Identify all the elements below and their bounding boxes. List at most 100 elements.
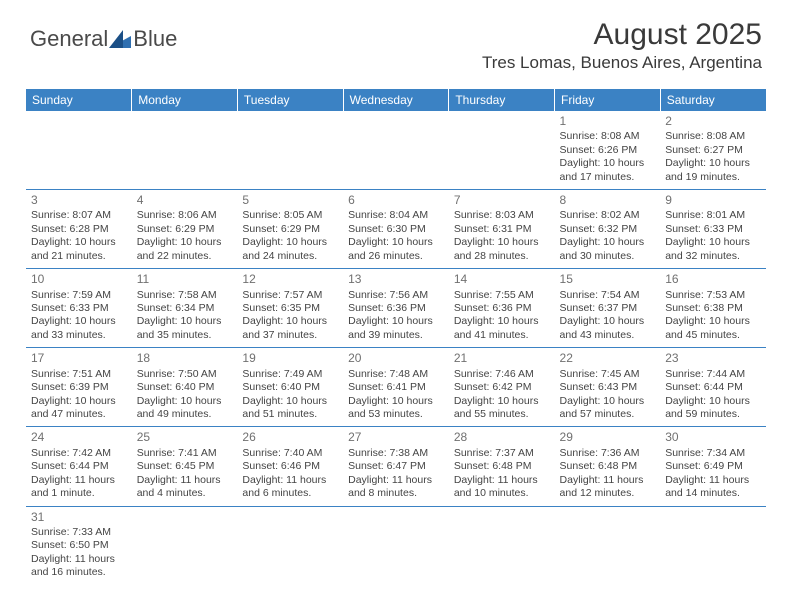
calendar-cell: 17Sunrise: 7:51 AMSunset: 6:39 PMDayligh… — [26, 348, 132, 427]
day-number: 15 — [560, 272, 656, 287]
day-detail: Sunrise: 7:49 AM — [242, 368, 338, 381]
calendar-cell — [237, 506, 343, 585]
calendar-head: SundayMondayTuesdayWednesdayThursdayFrid… — [26, 89, 766, 111]
day-detail: Sunset: 6:48 PM — [560, 460, 656, 473]
day-detail: Sunrise: 7:58 AM — [137, 289, 233, 302]
day-detail: Sunrise: 7:33 AM — [31, 526, 127, 539]
day-detail: Sunrise: 7:55 AM — [454, 289, 550, 302]
day-detail: Daylight: 10 hours — [31, 236, 127, 249]
day-detail: Daylight: 10 hours — [31, 395, 127, 408]
day-number: 25 — [137, 430, 233, 445]
day-detail: Sunset: 6:29 PM — [137, 223, 233, 236]
calendar-cell: 22Sunrise: 7:45 AMSunset: 6:43 PMDayligh… — [555, 348, 661, 427]
day-detail: Daylight: 11 hours — [242, 474, 338, 487]
day-detail: Sunset: 6:36 PM — [348, 302, 444, 315]
day-detail: Sunrise: 7:57 AM — [242, 289, 338, 302]
day-detail: Sunrise: 7:44 AM — [665, 368, 761, 381]
calendar-cell: 30Sunrise: 7:34 AMSunset: 6:49 PMDayligh… — [660, 427, 766, 506]
day-detail: and 28 minutes. — [454, 250, 550, 263]
logo-icon — [109, 30, 131, 48]
day-detail: and 37 minutes. — [242, 329, 338, 342]
day-detail: and 10 minutes. — [454, 487, 550, 500]
day-detail: and 57 minutes. — [560, 408, 656, 421]
day-detail: and 6 minutes. — [242, 487, 338, 500]
day-detail: and 32 minutes. — [665, 250, 761, 263]
day-detail: and 55 minutes. — [454, 408, 550, 421]
calendar-cell: 6Sunrise: 8:04 AMSunset: 6:30 PMDaylight… — [343, 190, 449, 269]
weekday-header: Wednesday — [343, 89, 449, 111]
day-detail: Sunrise: 8:07 AM — [31, 209, 127, 222]
calendar-cell — [132, 111, 238, 190]
calendar-cell — [555, 506, 661, 585]
calendar-cell — [449, 506, 555, 585]
day-detail: Sunrise: 7:53 AM — [665, 289, 761, 302]
day-detail: Daylight: 10 hours — [454, 395, 550, 408]
day-detail: Daylight: 10 hours — [560, 315, 656, 328]
day-detail: and 39 minutes. — [348, 329, 444, 342]
day-detail: and 43 minutes. — [560, 329, 656, 342]
day-detail: Daylight: 10 hours — [665, 236, 761, 249]
day-detail: Daylight: 11 hours — [560, 474, 656, 487]
day-detail: and 53 minutes. — [348, 408, 444, 421]
calendar-cell: 9Sunrise: 8:01 AMSunset: 6:33 PMDaylight… — [660, 190, 766, 269]
day-number: 17 — [31, 351, 127, 366]
day-number: 20 — [348, 351, 444, 366]
month-title: August 2025 — [482, 18, 762, 51]
day-detail: Daylight: 10 hours — [560, 236, 656, 249]
calendar-cell — [343, 111, 449, 190]
day-number: 21 — [454, 351, 550, 366]
calendar-cell: 19Sunrise: 7:49 AMSunset: 6:40 PMDayligh… — [237, 348, 343, 427]
day-number: 11 — [137, 272, 233, 287]
day-detail: Daylight: 10 hours — [560, 395, 656, 408]
day-detail: and 26 minutes. — [348, 250, 444, 263]
day-number: 27 — [348, 430, 444, 445]
day-detail: Daylight: 10 hours — [137, 395, 233, 408]
day-detail: Sunset: 6:40 PM — [137, 381, 233, 394]
day-number: 22 — [560, 351, 656, 366]
day-number: 29 — [560, 430, 656, 445]
day-detail: Daylight: 10 hours — [665, 395, 761, 408]
day-detail: Sunset: 6:29 PM — [242, 223, 338, 236]
day-detail: Sunrise: 7:36 AM — [560, 447, 656, 460]
day-detail: Sunrise: 7:56 AM — [348, 289, 444, 302]
day-number: 6 — [348, 193, 444, 208]
day-detail: Sunset: 6:27 PM — [665, 144, 761, 157]
calendar-cell: 11Sunrise: 7:58 AMSunset: 6:34 PMDayligh… — [132, 269, 238, 348]
day-detail: and 21 minutes. — [31, 250, 127, 263]
day-detail: and 51 minutes. — [242, 408, 338, 421]
day-detail: Daylight: 10 hours — [665, 315, 761, 328]
day-number: 24 — [31, 430, 127, 445]
calendar-cell: 4Sunrise: 8:06 AMSunset: 6:29 PMDaylight… — [132, 190, 238, 269]
day-detail: Sunrise: 7:54 AM — [560, 289, 656, 302]
day-detail: Daylight: 11 hours — [348, 474, 444, 487]
day-detail: and 17 minutes. — [560, 171, 656, 184]
calendar-cell: 3Sunrise: 8:07 AMSunset: 6:28 PMDaylight… — [26, 190, 132, 269]
day-detail: Sunrise: 8:08 AM — [560, 130, 656, 143]
day-number: 14 — [454, 272, 550, 287]
day-detail: Sunrise: 7:40 AM — [242, 447, 338, 460]
calendar-cell: 20Sunrise: 7:48 AMSunset: 6:41 PMDayligh… — [343, 348, 449, 427]
day-number: 12 — [242, 272, 338, 287]
day-detail: Daylight: 11 hours — [665, 474, 761, 487]
day-detail: and 12 minutes. — [560, 487, 656, 500]
calendar-cell: 12Sunrise: 7:57 AMSunset: 6:35 PMDayligh… — [237, 269, 343, 348]
day-detail: Daylight: 10 hours — [242, 236, 338, 249]
day-detail: Daylight: 10 hours — [242, 315, 338, 328]
day-detail: and 47 minutes. — [31, 408, 127, 421]
calendar-cell: 27Sunrise: 7:38 AMSunset: 6:47 PMDayligh… — [343, 427, 449, 506]
day-detail: Sunset: 6:41 PM — [348, 381, 444, 394]
day-detail: Sunset: 6:48 PM — [454, 460, 550, 473]
calendar-cell — [132, 506, 238, 585]
day-detail: Daylight: 10 hours — [348, 315, 444, 328]
day-number: 3 — [31, 193, 127, 208]
day-detail: and 14 minutes. — [665, 487, 761, 500]
day-detail: Sunrise: 7:38 AM — [348, 447, 444, 460]
calendar-cell: 31Sunrise: 7:33 AMSunset: 6:50 PMDayligh… — [26, 506, 132, 585]
day-detail: and 16 minutes. — [31, 566, 127, 579]
day-detail: Sunrise: 8:02 AM — [560, 209, 656, 222]
calendar-cell: 23Sunrise: 7:44 AMSunset: 6:44 PMDayligh… — [660, 348, 766, 427]
day-detail: and 8 minutes. — [348, 487, 444, 500]
day-detail: Sunrise: 8:05 AM — [242, 209, 338, 222]
calendar-cell: 24Sunrise: 7:42 AMSunset: 6:44 PMDayligh… — [26, 427, 132, 506]
calendar-table: SundayMondayTuesdayWednesdayThursdayFrid… — [26, 89, 766, 585]
